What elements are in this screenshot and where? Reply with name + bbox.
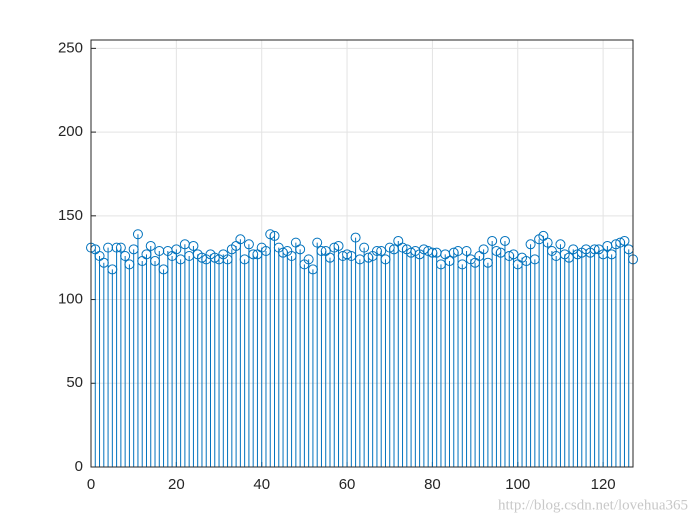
y-tick-label: 0 bbox=[75, 458, 83, 475]
stem-marker bbox=[384, 242, 395, 253]
stem-marker bbox=[115, 242, 126, 253]
stem-marker bbox=[478, 244, 489, 255]
stem-marker bbox=[619, 235, 630, 246]
stem-marker bbox=[342, 249, 353, 260]
stem-marker bbox=[418, 244, 429, 255]
stem-marker bbox=[188, 240, 199, 251]
y-tick-label: 250 bbox=[58, 39, 83, 56]
stem-marker bbox=[269, 230, 280, 241]
y-tick-label: 150 bbox=[58, 207, 83, 224]
x-tick-label: 120 bbox=[591, 476, 616, 493]
stem-marker bbox=[171, 244, 182, 255]
stem-marker bbox=[145, 240, 156, 251]
axes-frame bbox=[90, 39, 634, 468]
stem-marker bbox=[525, 239, 536, 250]
stem-marker bbox=[508, 249, 519, 260]
stem-marker bbox=[333, 240, 344, 251]
stem-marker bbox=[235, 234, 246, 245]
axes-box bbox=[91, 40, 633, 467]
stem-marker bbox=[243, 239, 254, 250]
stem-marker bbox=[555, 239, 566, 250]
stem-marker bbox=[376, 245, 387, 256]
x-tick-label: 20 bbox=[168, 476, 185, 493]
stem-marker bbox=[120, 251, 131, 262]
x-tick-label: 40 bbox=[253, 476, 270, 493]
x-tick-label: 0 bbox=[87, 476, 95, 493]
stem-marker bbox=[303, 254, 314, 265]
stem-marker bbox=[132, 229, 143, 240]
stem-marker bbox=[542, 237, 553, 248]
plot-area: 0 50 100 150 200 250 0 20 40 60 80 100 120 bbox=[58, 39, 638, 493]
stem-marker bbox=[487, 235, 498, 246]
stem-marker bbox=[491, 245, 502, 256]
x-tick-label: 100 bbox=[505, 476, 530, 493]
y-tick-label: 100 bbox=[58, 291, 83, 308]
stem-marker bbox=[196, 252, 207, 263]
watermark: http://blog.csdn.net/lovehua365 bbox=[498, 497, 688, 513]
stem-marker bbox=[397, 242, 408, 253]
stem-marker bbox=[209, 252, 220, 263]
y-tick-label: 50 bbox=[66, 374, 83, 391]
stem-marker bbox=[312, 237, 323, 248]
x-tick-label: 60 bbox=[339, 476, 356, 493]
y-tick-label: 200 bbox=[58, 123, 83, 140]
stem-marker bbox=[499, 235, 510, 246]
x-tick-label: 80 bbox=[424, 476, 441, 493]
stem-marker bbox=[295, 244, 306, 255]
stem-marker bbox=[350, 232, 361, 243]
stem-marker bbox=[265, 229, 276, 240]
stem-marker bbox=[359, 242, 370, 253]
stem-marker bbox=[461, 245, 472, 256]
